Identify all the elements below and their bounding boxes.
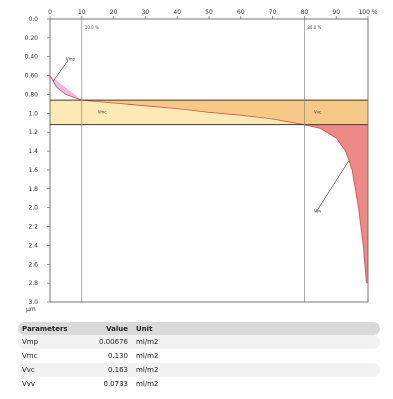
annotation-label: Vmc bbox=[98, 109, 107, 114]
param-value: 0.0733 bbox=[103, 380, 129, 388]
y-tick-label: 1.8 bbox=[28, 186, 38, 193]
x-tick-label: 80 bbox=[301, 9, 309, 16]
annotation-label: Vmp bbox=[66, 57, 76, 62]
param-name: Vvv bbox=[22, 380, 36, 388]
parameters-table: Parameters Value Unit Vmp 0.00676 ml/m2 … bbox=[18, 322, 380, 391]
annotation-pointer bbox=[315, 160, 350, 213]
table-row: Vvv 0.0733 ml/m2 bbox=[18, 377, 380, 391]
parameters-header: Parameters Value Unit bbox=[18, 322, 380, 335]
y-tick-label: 0.40 bbox=[25, 54, 39, 61]
param-value: 0.130 bbox=[107, 352, 128, 360]
vmp-area bbox=[50, 75, 82, 101]
y-unit-label: µm bbox=[26, 306, 36, 313]
header-parameters: Parameters bbox=[22, 324, 68, 333]
param-unit: ml/m2 bbox=[136, 366, 159, 374]
annotation-label: Vvc bbox=[314, 109, 321, 114]
param-unit: ml/m2 bbox=[136, 380, 159, 388]
vvv-area bbox=[304, 124, 368, 284]
y-tick-label: 1.0 bbox=[28, 110, 38, 117]
x-tick-label: 90 bbox=[332, 9, 340, 16]
material-ratio-label: 80.0 % bbox=[307, 25, 321, 30]
y-tick-label: 0.20 bbox=[25, 35, 39, 42]
y-tick-label: 1.2 bbox=[28, 129, 38, 136]
y-tick-label: 0.0 bbox=[28, 16, 38, 23]
material-ratio-label: 10.0 % bbox=[85, 25, 99, 30]
header-value: Value bbox=[106, 324, 128, 333]
header-unit: Unit bbox=[136, 324, 153, 333]
x-tick-label: 50 bbox=[205, 9, 213, 16]
table-row: Vmc 0.130 ml/m2 bbox=[18, 349, 380, 363]
x-tick-label: 0 bbox=[48, 9, 52, 16]
chart-grid: 10.0 % 80.0 % bbox=[50, 19, 368, 302]
x-tick-label: 70 bbox=[269, 9, 277, 16]
material-ratio-chart: 10.0 % 80.0 % 0 10 20 30 40 50 60 70 80 90 100 % 0.0… bbox=[25, 9, 378, 313]
x-tick-label: 60 bbox=[237, 9, 245, 16]
chart-axes: 0 10 20 30 40 50 60 70 80 90 100 % 0.0 0.20 0.40 0.60 0… bbox=[25, 9, 378, 313]
param-name: Vvc bbox=[22, 366, 35, 374]
y-tick-label: 2.2 bbox=[28, 224, 38, 231]
annotation-pointer bbox=[52, 60, 69, 82]
plot-frame bbox=[49, 18, 369, 303]
x-tick-label: 100 % bbox=[358, 9, 377, 16]
table-row: Vvc 0.163 ml/m2 bbox=[18, 363, 380, 377]
y-tick-label: 2.4 bbox=[28, 242, 38, 249]
x-tick-label: 10 bbox=[78, 9, 86, 16]
vvc-area bbox=[50, 100, 305, 125]
x-tick-label: 40 bbox=[173, 9, 181, 16]
y-tick-label: 2.8 bbox=[28, 280, 38, 287]
param-unit: ml/m2 bbox=[136, 352, 159, 360]
param-unit: ml/m2 bbox=[136, 338, 159, 346]
y-tick-label: 1.6 bbox=[28, 167, 38, 174]
x-tick-label: 30 bbox=[142, 9, 150, 16]
y-tick-label: 0.80 bbox=[25, 91, 39, 98]
annotation-label: Vvv bbox=[314, 208, 322, 213]
y-tick-label: 0.60 bbox=[25, 73, 39, 80]
y-tick-label: 3.0 bbox=[28, 299, 38, 306]
x-tick-label: 20 bbox=[110, 9, 118, 16]
area-fills bbox=[49, 75, 369, 284]
param-name: Vmc bbox=[22, 352, 38, 360]
y-tick-label: 1.4 bbox=[28, 148, 38, 155]
param-name: Vmp bbox=[22, 338, 39, 346]
chart-annotations: Vmp Vmc Vvc Vvv bbox=[52, 57, 350, 213]
bearing-curve bbox=[49, 75, 367, 284]
table-row: Vmp 0.00676 ml/m2 bbox=[18, 335, 380, 349]
y-tick-label: 2.0 bbox=[28, 205, 38, 212]
param-value: 0.00676 bbox=[99, 338, 128, 346]
param-value: 0.163 bbox=[107, 366, 128, 374]
y-tick-label: 2.6 bbox=[28, 261, 38, 268]
